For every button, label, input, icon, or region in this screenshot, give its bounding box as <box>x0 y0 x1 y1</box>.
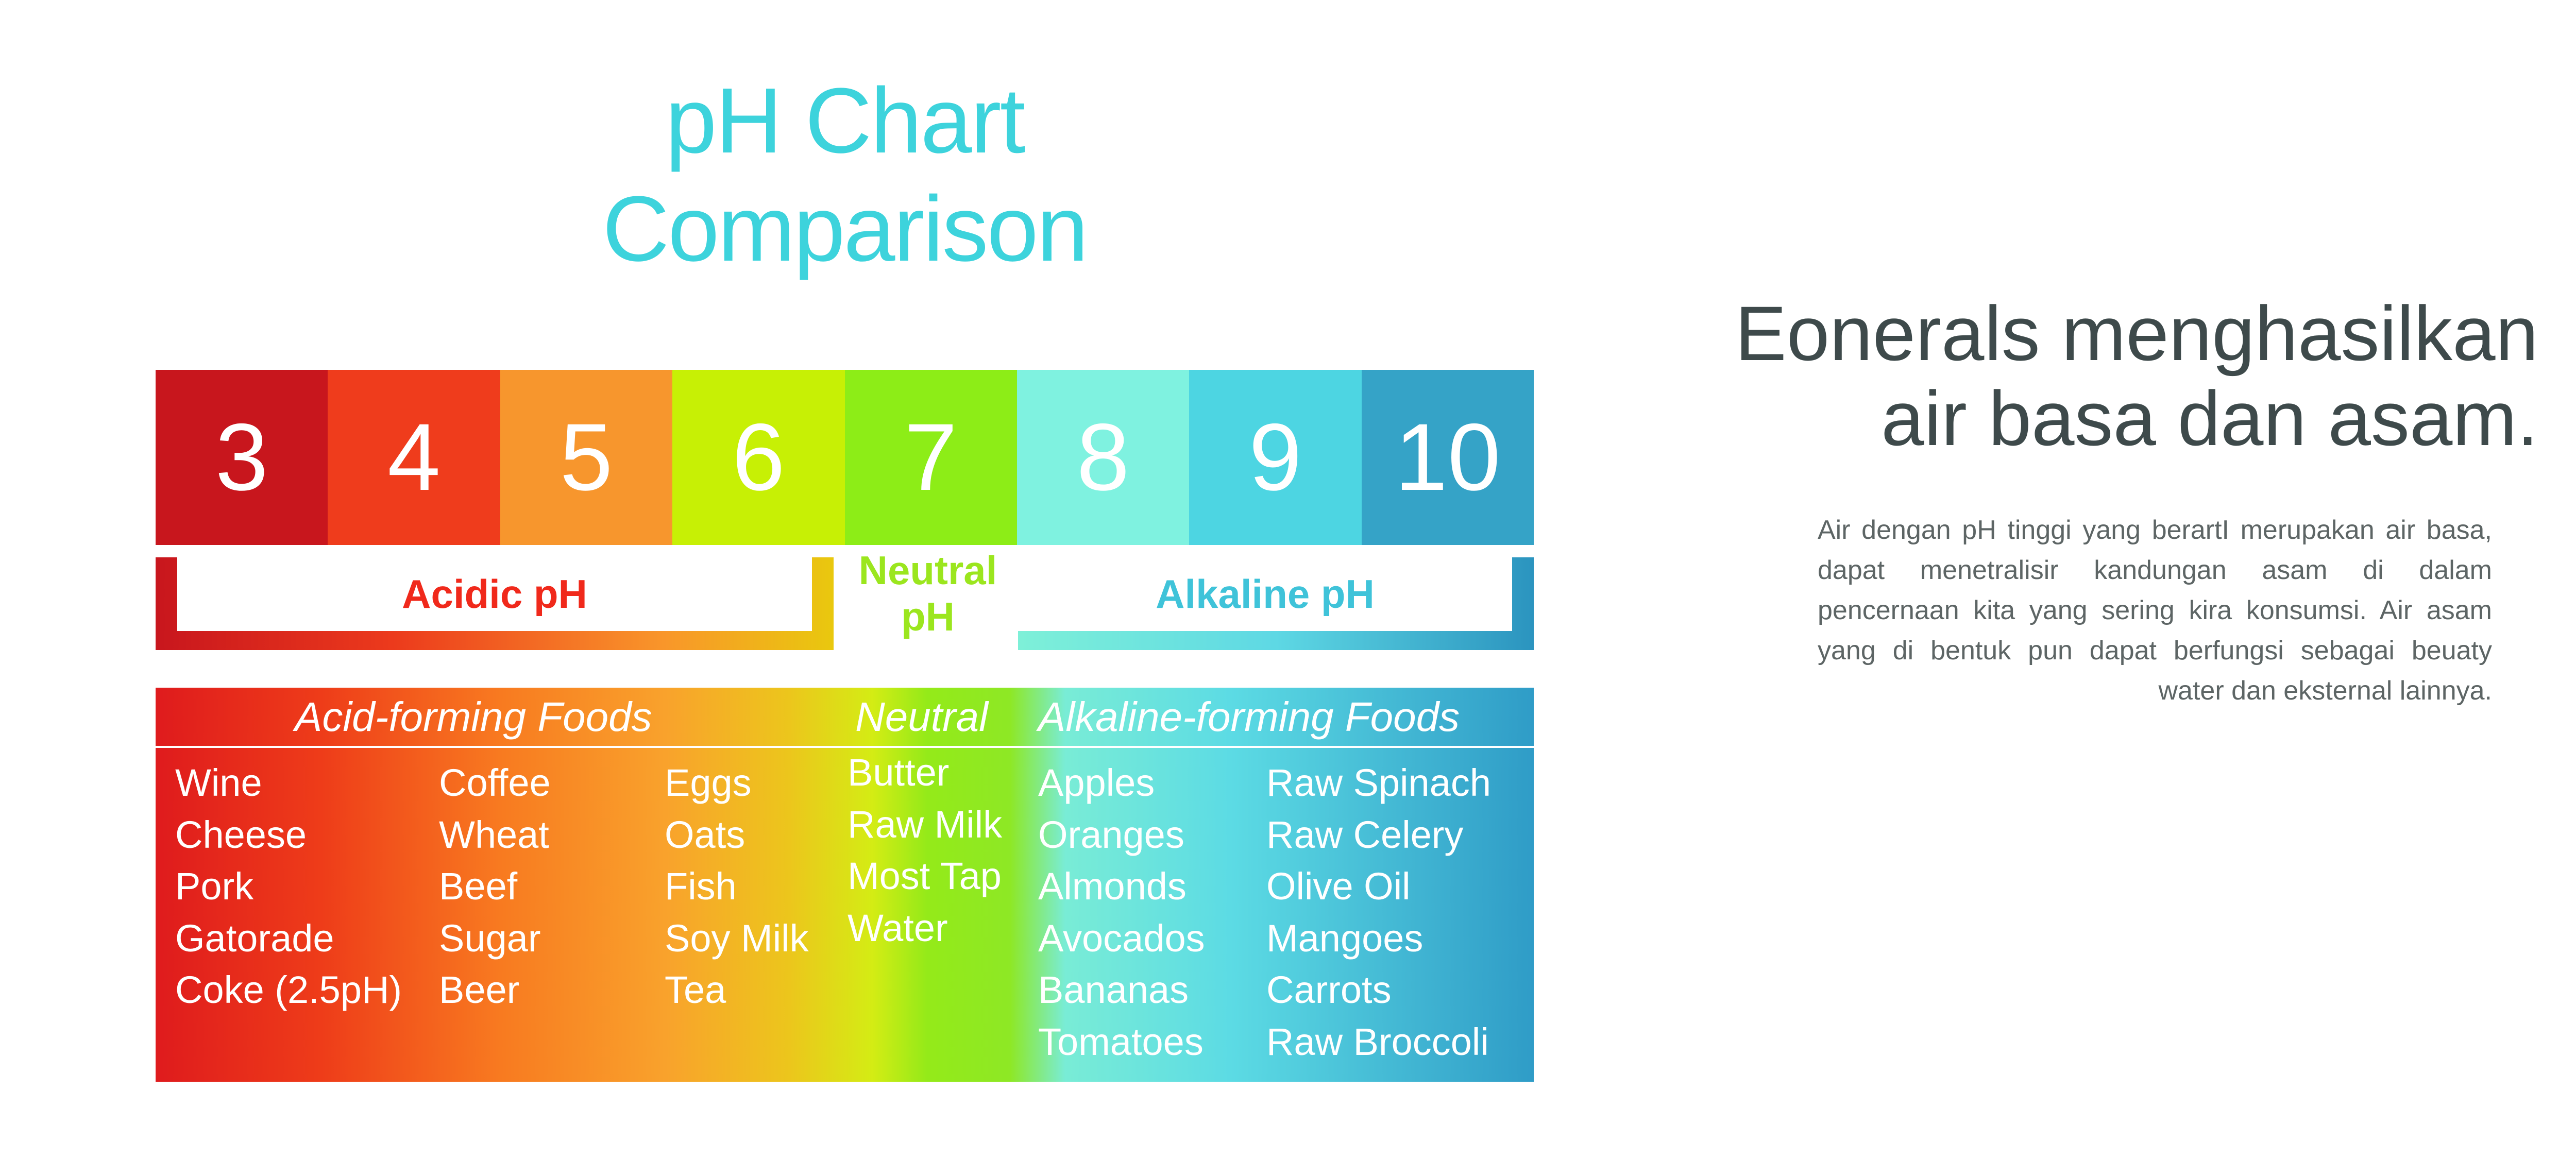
food-column-acid-2: Coffee Wheat Beef Sugar Beer <box>439 757 551 1016</box>
food-item: Water <box>848 906 948 949</box>
food-item: Raw Celery <box>1266 813 1464 856</box>
food-item: Coffee <box>439 761 551 804</box>
ph-cell-8: 8 <box>1016 370 1190 545</box>
food-column-acid-1: Wine Cheese Pork Gatorade Coke (2.5pH) <box>175 757 402 1016</box>
food-item: Fish <box>665 865 737 908</box>
food-item: Mangoes <box>1266 916 1423 960</box>
alkaline-bracket-inner <box>1018 557 1512 631</box>
acidic-bracket-inner <box>177 557 812 631</box>
ph-cell-4: 4 <box>328 370 500 545</box>
food-item: Sugar <box>439 916 541 960</box>
food-item: Beer <box>439 968 520 1011</box>
food-item: Tomatoes <box>1038 1020 1204 1063</box>
alkaline-foods-header: Alkaline-forming Foods <box>1038 694 1460 740</box>
food-item: Pork <box>175 865 254 908</box>
food-item: Raw Broccoli <box>1266 1020 1489 1063</box>
food-column-alkaline-1: Apples Oranges Almonds Avocados Bananas … <box>1038 757 1205 1068</box>
food-item: Cheese <box>175 813 307 856</box>
neutral-ph-line-1: Neutral <box>858 548 997 593</box>
food-item: Carrots <box>1266 968 1392 1011</box>
food-item: Coke (2.5pH) <box>175 968 402 1011</box>
acidic-ph-text: Acidic pH <box>402 571 587 617</box>
food-column-acid-3: Eggs Oats Fish Soy Milk Tea <box>665 757 809 1016</box>
acid-foods-header: Acid-forming Foods <box>295 694 652 740</box>
acidic-ph-label: Acidic pH <box>177 557 812 631</box>
headline-line-1: Eonerals menghasilkan <box>1735 290 2538 377</box>
ph-cell-6: 6 <box>672 370 845 545</box>
food-item: Raw Milk <box>848 803 1003 846</box>
food-item: Avocados <box>1038 916 1205 960</box>
food-item: Oats <box>665 813 745 856</box>
chart-title: pH Chart Comparison <box>156 67 1534 283</box>
chart-title-line-1: pH Chart <box>665 69 1025 173</box>
food-item: Olive Oil <box>1266 865 1411 908</box>
neutral-ph-line-2: pH <box>901 594 955 639</box>
food-item: Beef <box>439 865 518 908</box>
food-item: Tea <box>665 968 726 1011</box>
food-item: Eggs <box>665 761 752 804</box>
neutral-ph-label: Neutral pH <box>843 547 1013 640</box>
food-item: Oranges <box>1038 813 1184 856</box>
foods-panel <box>156 688 1534 1082</box>
food-item: Wine <box>175 761 262 804</box>
food-item: Soy Milk <box>665 916 809 960</box>
ph-cell-7: 7 <box>844 370 1017 545</box>
alkaline-ph-text: Alkaline pH <box>1156 571 1375 617</box>
headline-line-2: air basa dan asam. <box>1881 375 2538 462</box>
ph-cell-3: 3 <box>156 370 328 545</box>
food-item: Butter <box>848 751 950 794</box>
headline: Eonerals menghasilkan air basa dan asam. <box>1611 291 2538 461</box>
alkaline-ph-label: Alkaline pH <box>1018 557 1512 631</box>
food-item: Wheat <box>439 813 549 856</box>
ph-cell-9: 9 <box>1189 370 1362 545</box>
food-item: Most Tap <box>848 855 1002 897</box>
ph-cell-10: 10 <box>1361 370 1534 545</box>
foods-header-divider <box>156 746 1534 748</box>
food-column-neutral: Butter Raw Milk Most Tap Water <box>848 747 1002 954</box>
body-paragraph-text: Air dengan pH tinggi yang berartI merupa… <box>1818 515 2492 706</box>
food-item: Almonds <box>1038 865 1187 908</box>
ph-scale: 3 4 5 6 7 8 9 10 <box>156 370 1534 545</box>
ph-cell-5: 5 <box>500 370 673 545</box>
neutral-foods-header: Neutral <box>855 694 988 740</box>
body-paragraph: Air dengan pH tinggi yang berartI merupa… <box>1818 510 2492 711</box>
chart-title-line-2: Comparison <box>602 177 1088 281</box>
food-item: Apples <box>1038 761 1155 804</box>
food-item: Gatorade <box>175 916 334 960</box>
food-column-alkaline-2: Raw Spinach Raw Celery Olive Oil Mangoes… <box>1266 757 1491 1068</box>
food-item: Raw Spinach <box>1266 761 1492 804</box>
food-item: Bananas <box>1038 968 1189 1011</box>
